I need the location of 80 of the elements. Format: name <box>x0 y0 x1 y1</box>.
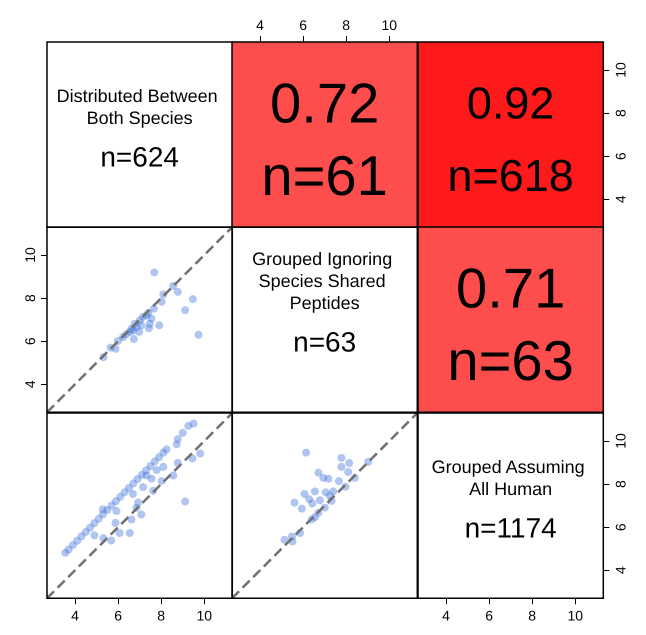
y2-tick-label: 6 <box>612 152 628 160</box>
point <box>346 458 354 467</box>
text: 0.71 <box>456 256 565 320</box>
point <box>311 487 320 496</box>
point <box>181 306 190 314</box>
point <box>335 476 344 485</box>
point <box>316 496 324 504</box>
point <box>308 499 317 508</box>
point <box>126 528 134 537</box>
y-tick-label: 8 <box>22 294 38 302</box>
y2-tick-label: 4 <box>612 195 628 204</box>
point <box>188 295 197 304</box>
y2-tick-label: 6 <box>612 522 628 531</box>
point <box>155 322 164 330</box>
point <box>159 462 168 470</box>
point <box>174 288 182 296</box>
point <box>178 428 187 436</box>
point <box>300 490 309 498</box>
point <box>144 324 153 333</box>
y2-tick-label: 10 <box>612 62 628 78</box>
point <box>196 449 204 458</box>
x-tick-label: 8 <box>528 606 536 623</box>
y2-tick-label: 8 <box>612 480 628 488</box>
text: n=63 <box>293 326 356 358</box>
point <box>112 506 120 515</box>
point <box>130 335 138 344</box>
annotation: 0.92 <box>466 78 554 129</box>
text: n=624 <box>100 141 179 172</box>
point <box>172 440 181 448</box>
point <box>190 419 198 428</box>
x-tick-label: 10 <box>567 606 583 623</box>
point <box>152 466 161 474</box>
point <box>290 498 299 506</box>
annotation: n=61 <box>262 144 388 207</box>
x-tick-label: 6 <box>300 17 308 33</box>
text: Distributed Between Both Species <box>56 86 223 128</box>
annotation: n=618 <box>447 150 574 201</box>
point <box>344 468 352 476</box>
point <box>324 474 333 482</box>
x-tick-label: 6 <box>484 606 493 623</box>
annotation: 0.72 <box>270 72 380 135</box>
x-tick-label: 4 <box>256 17 264 33</box>
text: Grouped Ignoring Species Shared Peptides <box>252 249 398 314</box>
point <box>107 536 116 544</box>
annotation: n=1174 <box>464 512 556 543</box>
point <box>302 448 310 456</box>
point <box>338 453 346 462</box>
point <box>338 462 346 470</box>
y-tick-label: 4 <box>22 380 38 388</box>
point <box>142 471 151 480</box>
point <box>116 528 124 537</box>
point <box>150 268 158 277</box>
point <box>137 510 146 518</box>
x-tick-label: 8 <box>342 17 351 33</box>
y2-tick-label: 8 <box>612 109 628 117</box>
point <box>181 497 190 506</box>
point <box>90 530 98 539</box>
y-tick-label: 6 <box>22 337 38 346</box>
point <box>128 490 137 498</box>
point <box>194 331 202 340</box>
x-tick-label: 10 <box>196 606 212 623</box>
x-tick-label: 10 <box>382 17 398 33</box>
point <box>162 445 171 454</box>
x-tick-label: 4 <box>442 606 450 623</box>
y-tick-label: 10 <box>22 247 38 264</box>
point <box>298 504 306 512</box>
point <box>137 322 146 330</box>
x-tick-label: 4 <box>71 606 80 623</box>
point <box>112 518 120 526</box>
y2-tick-label: 10 <box>612 432 628 448</box>
x-tick-label: 6 <box>114 606 122 623</box>
point <box>98 504 107 513</box>
point <box>314 468 323 476</box>
text: Grouped Assuming All Human <box>431 456 590 499</box>
point <box>127 515 136 524</box>
y2-tick-label: 4 <box>612 566 628 574</box>
point <box>139 482 148 491</box>
text: n=63 <box>446 329 574 392</box>
x-tick-label: 8 <box>157 606 166 623</box>
point <box>280 535 289 544</box>
